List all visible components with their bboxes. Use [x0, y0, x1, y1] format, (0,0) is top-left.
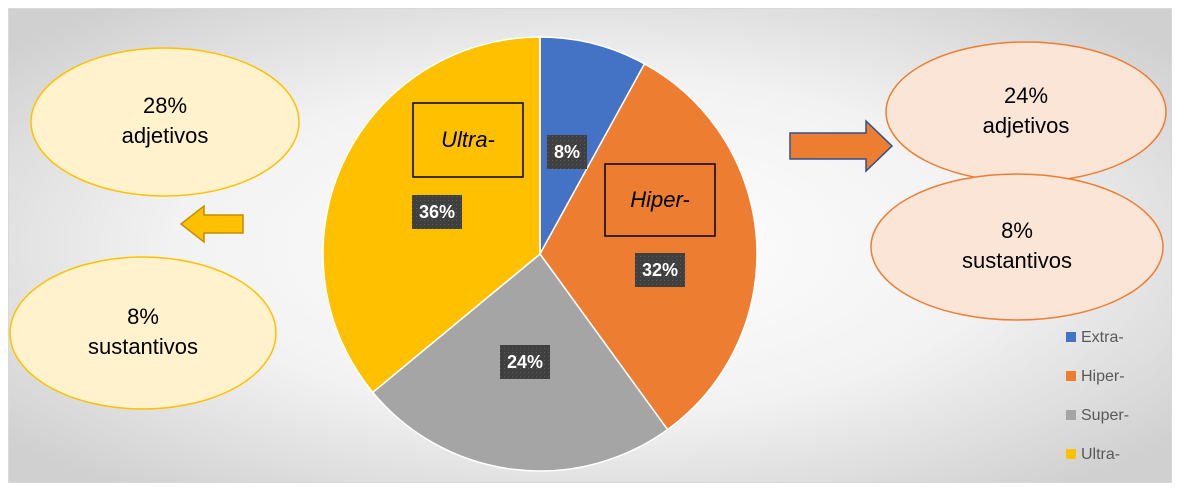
arrow-left [179, 204, 244, 244]
arrow-right [789, 119, 894, 173]
annotation-text: adjetivos [983, 113, 1070, 138]
annotation-box [604, 163, 716, 237]
legend-label: Ultra- [1081, 446, 1120, 463]
slice-annotation: Hiper- [630, 187, 690, 212]
pie-slice [539, 62, 758, 431]
data-label: 32% [642, 260, 678, 280]
legend-swatch [1066, 410, 1076, 420]
data-label: 8% [554, 142, 580, 162]
annotation-ellipse [9, 256, 277, 410]
annotation-text: 8% [1001, 218, 1033, 243]
annotation-text: 8% [127, 304, 159, 329]
data-label: 24% [507, 352, 543, 372]
legend-swatch [1066, 371, 1076, 381]
annotation-text: sustantivos [88, 334, 198, 359]
annotation-text: 24% [1004, 83, 1048, 108]
data-label-box [634, 253, 686, 287]
annotation-text: 28% [143, 93, 187, 118]
annotation-text: adjetivos [122, 123, 209, 148]
data-label: 36% [419, 202, 455, 222]
annotation-box [412, 102, 524, 178]
annotation-ellipse [870, 173, 1164, 321]
annotation-ellipse [30, 47, 300, 197]
data-label-box [499, 345, 551, 379]
slice-annotation: Ultra- [441, 127, 495, 152]
annotation-text: sustantivos [962, 248, 1072, 273]
pie-slice [539, 36, 646, 255]
data-label-box [546, 135, 588, 169]
legend-swatch [1066, 332, 1076, 342]
legend-label: Hiper- [1081, 368, 1125, 385]
legend-label: Extra- [1081, 329, 1124, 346]
legend-label: Super- [1081, 407, 1129, 424]
legend-swatch [1066, 449, 1076, 459]
data-label-box [411, 195, 463, 229]
